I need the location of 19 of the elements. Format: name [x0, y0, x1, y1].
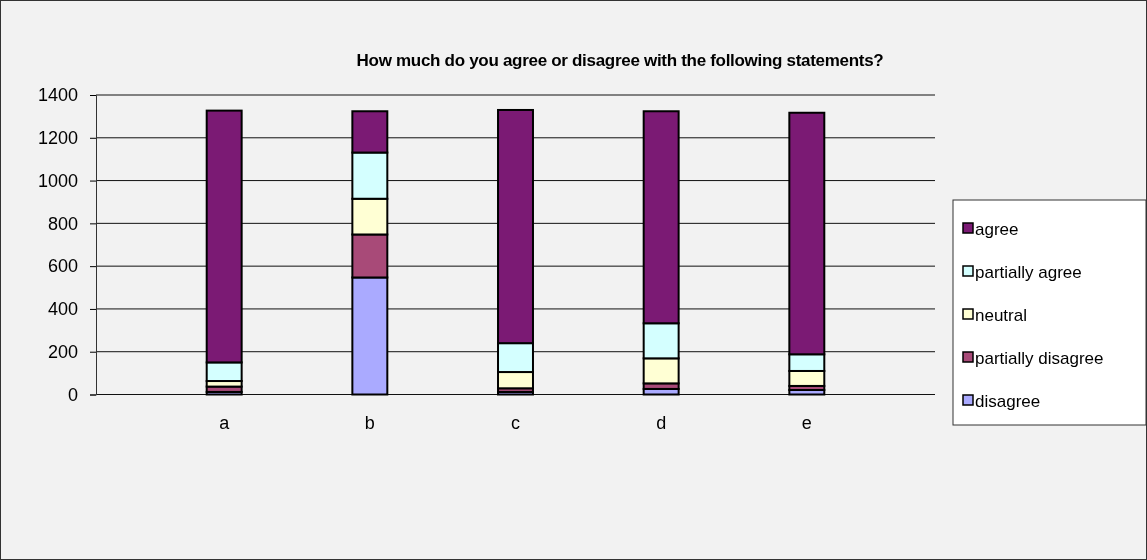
legend-label: partially agree — [975, 263, 1082, 282]
y-tick-label: 1000 — [37, 170, 78, 191]
x-tick-label: e — [801, 413, 812, 434]
chart-title: How much do you agree or disagree with the following statements? — [356, 51, 884, 70]
legend-label: agree — [975, 220, 1019, 239]
x-tick-label: d — [656, 413, 667, 434]
x-tick-label: a — [219, 413, 231, 434]
legend-label: partially disagree — [975, 349, 1104, 368]
x-tick-label: b — [364, 413, 375, 434]
x-tick-label: c — [511, 413, 520, 434]
y-tick-label: 0 — [67, 384, 78, 405]
y-tick-label: 1400 — [37, 85, 78, 106]
y-tick-label: 800 — [47, 213, 78, 234]
y-tick-label: 1200 — [37, 128, 78, 149]
y-tick-label: 600 — [47, 256, 78, 277]
y-tick-label: 200 — [47, 341, 78, 362]
legend-label: neutral — [975, 306, 1027, 325]
legend-label: disagree — [975, 392, 1041, 411]
y-tick-label: 400 — [47, 299, 78, 320]
